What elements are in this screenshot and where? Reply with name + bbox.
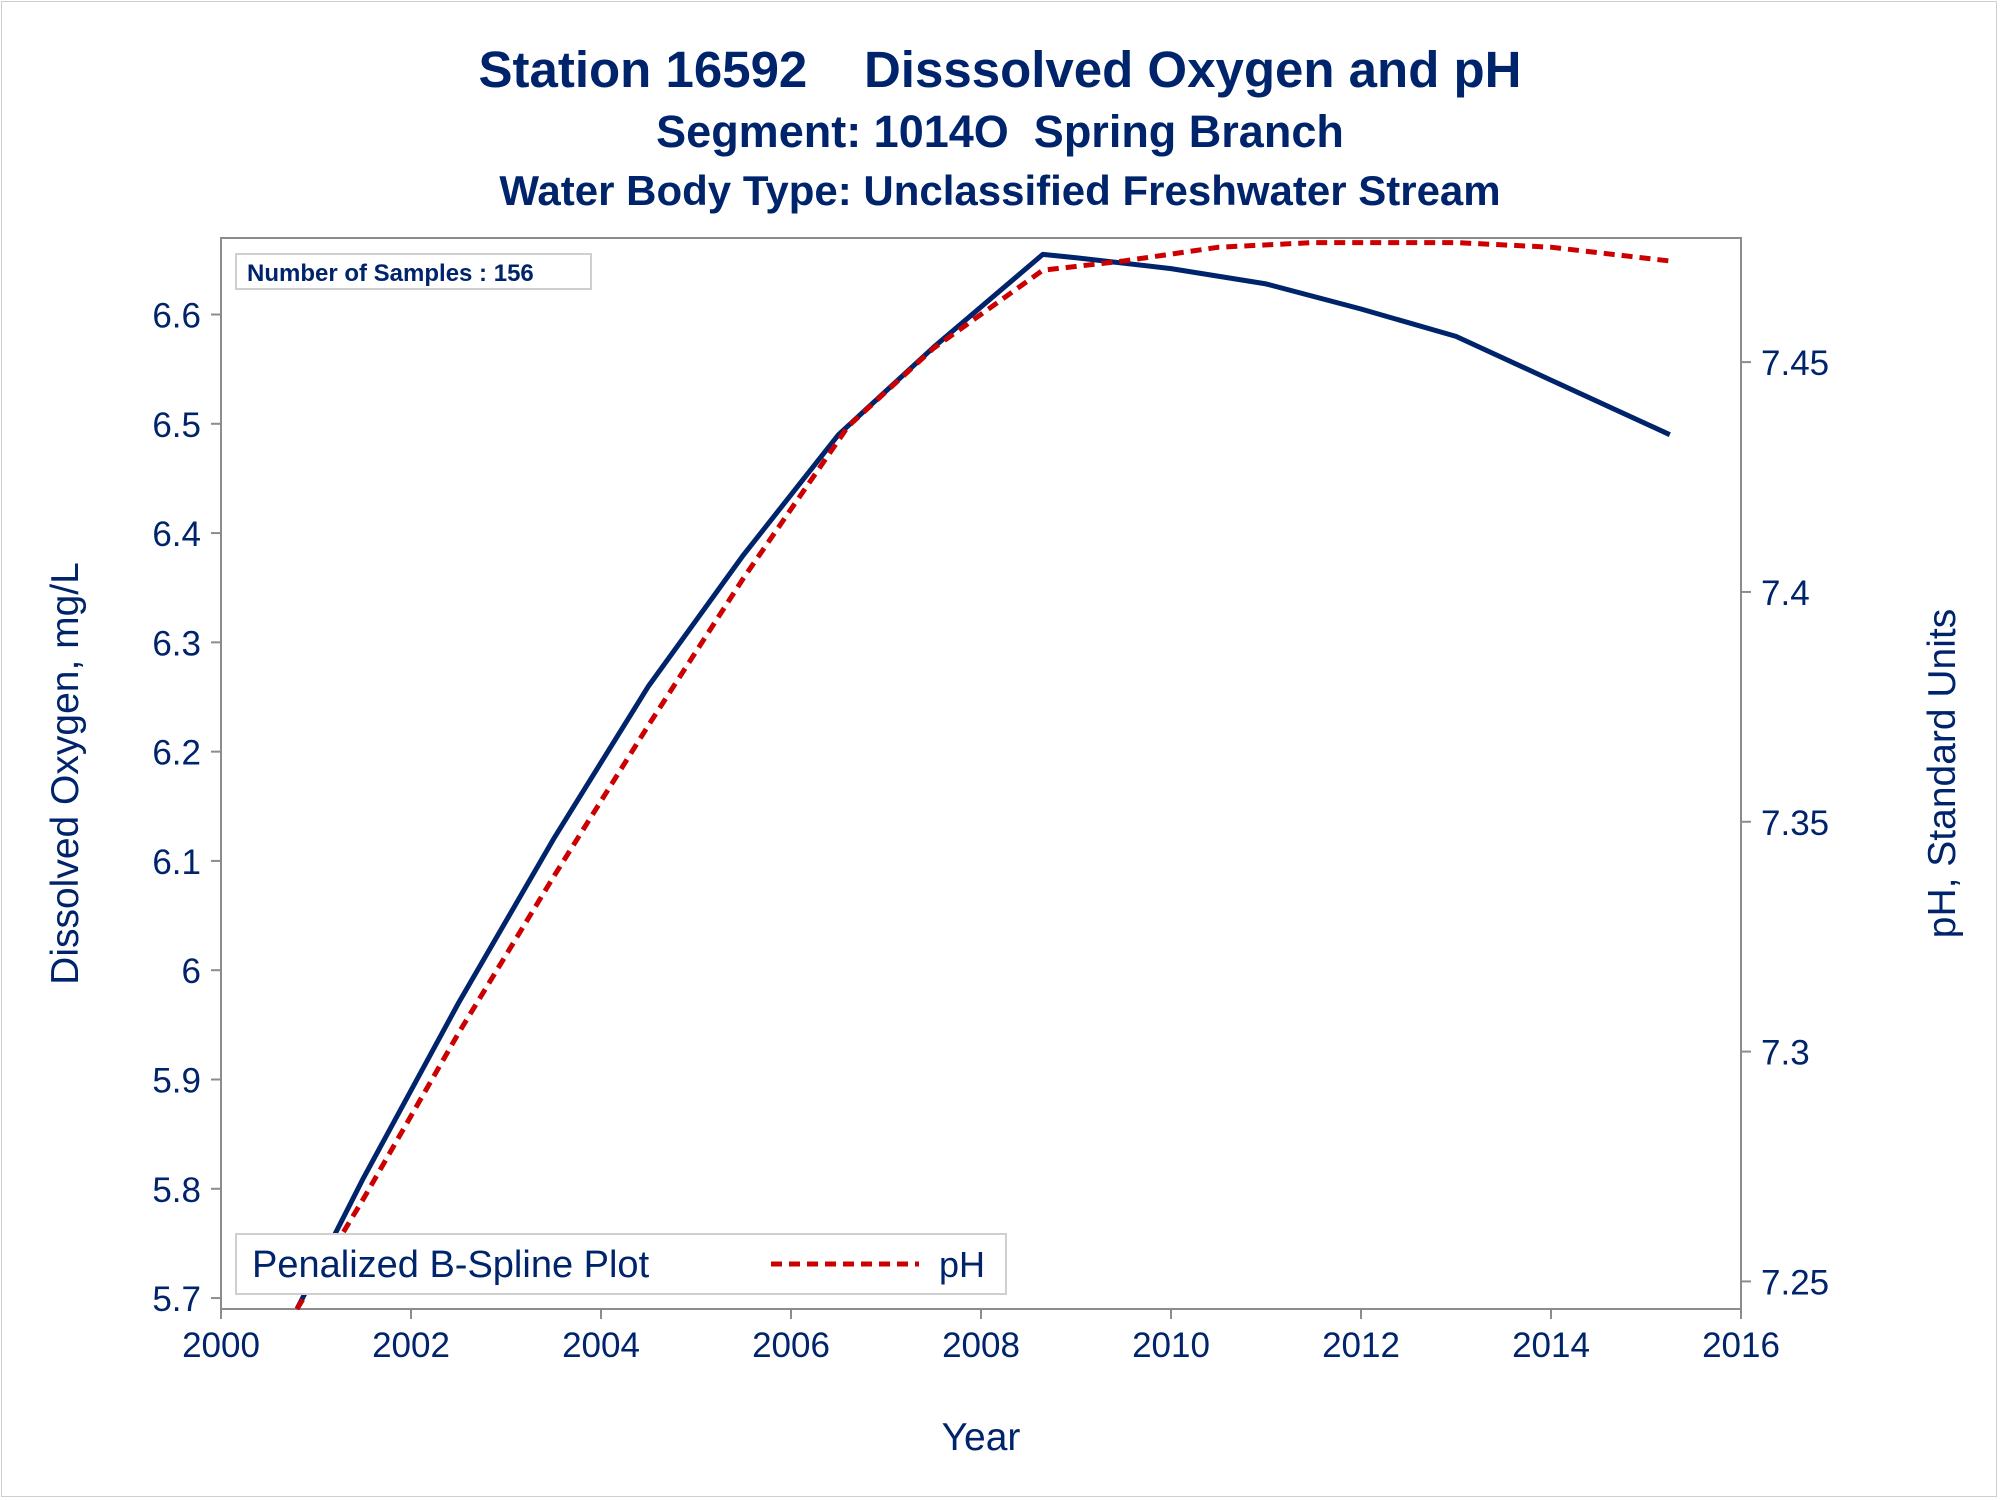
x-tick-label: 2014 (1512, 1326, 1590, 1365)
y2-tick-label: 7.4 (1761, 574, 1810, 613)
y-tick-label: 6.5 (152, 406, 201, 445)
chart-subtitle-segment: Segment: 1014O Spring Branch (656, 106, 1344, 157)
y2-tick-label: 7.25 (1761, 1263, 1829, 1302)
y2-tick-label: 7.45 (1761, 344, 1829, 383)
y2-tick-label: 7.35 (1761, 804, 1829, 843)
y-tick-label: 5.9 (152, 1062, 201, 1101)
y-tick-label: 5.7 (152, 1280, 201, 1319)
ph-series-line (294, 240, 1671, 1311)
y-tick-label: 6.2 (152, 734, 201, 773)
y-tick-label: 6.4 (152, 515, 201, 554)
x-tick-label: 2002 (372, 1326, 450, 1365)
y-axis-label: Dissolved Oxygen, mg/L (44, 562, 87, 985)
x-tick-label: 2010 (1132, 1326, 1210, 1365)
y2-axis-label: pH, Standard Units (1921, 609, 1964, 939)
y-tick-label: 6.1 (152, 843, 201, 882)
y-tick-label: 5.8 (152, 1171, 201, 1210)
dissolved-oxygen-series-line (294, 251, 1671, 1311)
y-tick-label: 6.6 (152, 297, 201, 336)
x-tick-label: 2016 (1702, 1326, 1780, 1365)
samples-inset-box (235, 253, 592, 290)
samples-inset-text: Number of Samples : 156 (247, 260, 534, 287)
x-tick-label: 2012 (1322, 1326, 1400, 1365)
chart-title: Station 16592 Disssolved Oxygen and pH (478, 41, 1522, 98)
y-tick-label: 6 (182, 952, 201, 991)
x-tick-label: 2004 (562, 1326, 640, 1365)
legend-label-ph: pH (939, 1244, 985, 1285)
legend-title: Penalized B-Spline Plot (252, 1244, 650, 1286)
x-tick-label: 2000 (182, 1326, 260, 1365)
legend-box (235, 1233, 1007, 1295)
x-axis-label: Year (942, 1416, 1021, 1459)
x-tick-label: 2006 (752, 1326, 830, 1365)
plot-area-border (220, 237, 1742, 1310)
y2-tick-label: 7.3 (1761, 1034, 1810, 1073)
y-tick-label: 6.3 (152, 624, 201, 663)
chart-subtitle-water-body: Water Body Type: Unclassified Freshwater… (499, 167, 1501, 214)
x-tick-label: 2008 (942, 1326, 1020, 1365)
